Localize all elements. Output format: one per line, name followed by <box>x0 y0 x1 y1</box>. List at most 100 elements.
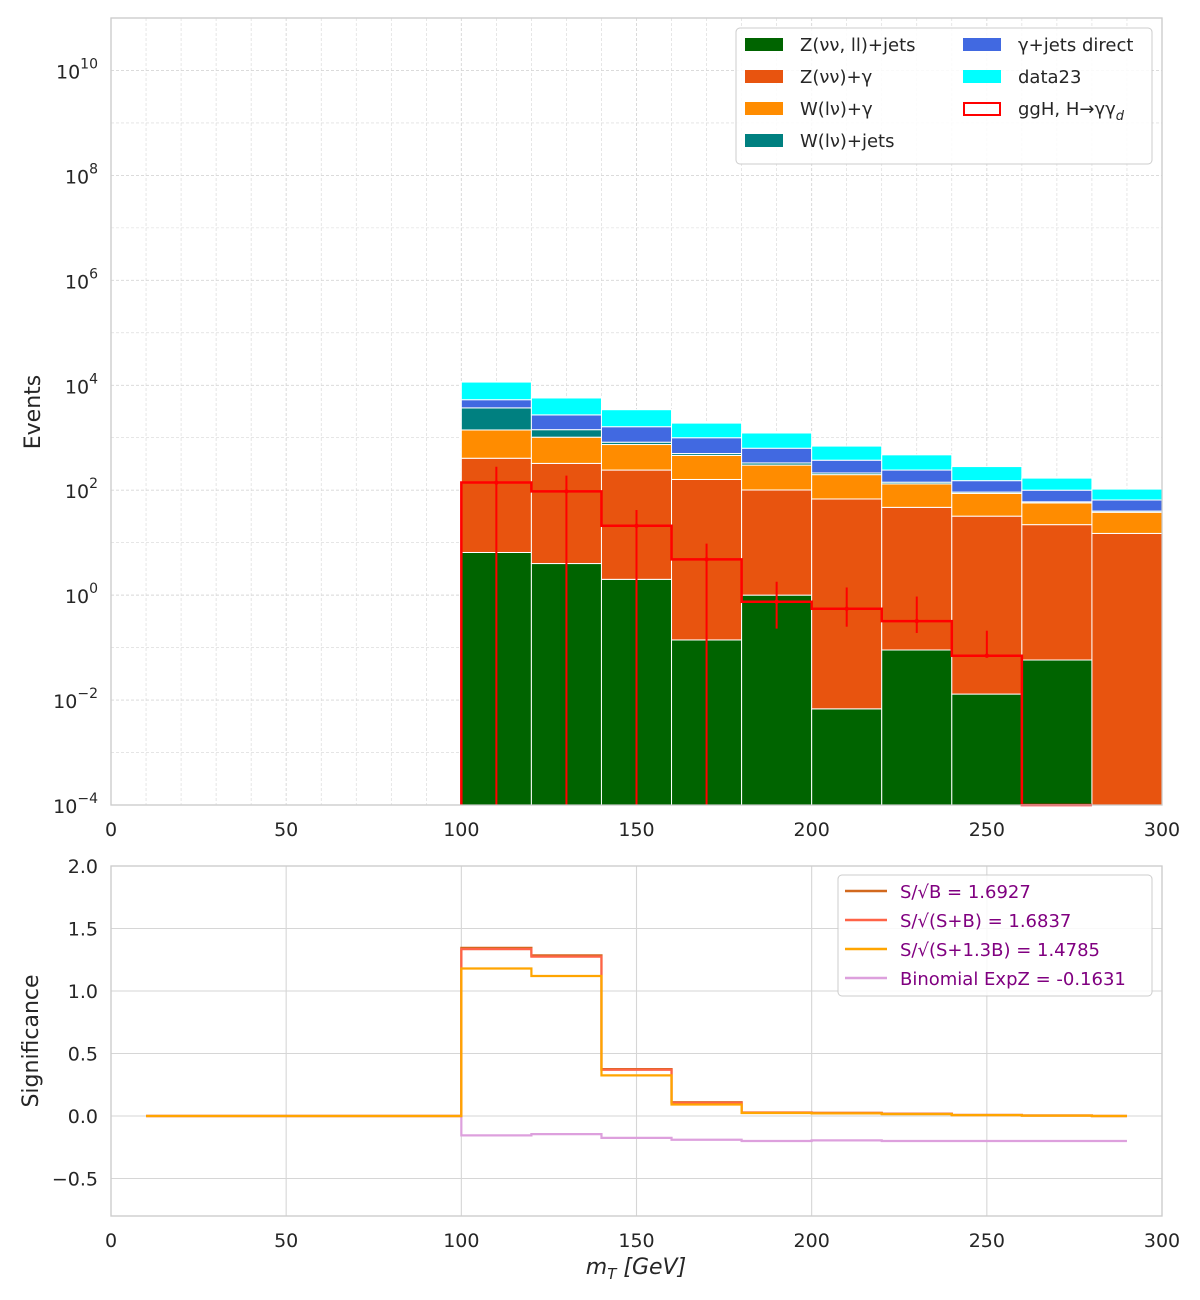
bar-0-bin-4 <box>741 594 813 806</box>
bottom-legend-label: S/√(S+1.3B) = 1.4785 <box>900 940 1100 961</box>
bar-2-bin-3 <box>671 454 743 480</box>
bottom-legend-label: Binomial ExpZ = -0.1631 <box>900 969 1126 990</box>
bottom-legend-label: S/√B = 1.6927 <box>900 882 1031 903</box>
bottom-panel: 0 50 100 150 200 250 300 −0.5 0.0 0.5 1.0 1.5 2.0 S… <box>19 856 1180 1283</box>
top-y-tick-label: 1010 <box>56 56 98 83</box>
bar-4-bin-1 <box>530 414 602 431</box>
top-y-tick-label: 108 <box>65 161 98 188</box>
bar-5-bin-5 <box>811 445 883 461</box>
top-legend-swatch <box>963 102 1001 116</box>
bar-1-bin-8 <box>1021 524 1093 661</box>
signal-point <box>774 599 779 604</box>
bottom-x-tick-label: 200 <box>794 1230 830 1252</box>
top-legend-label: W(lν)+jets <box>800 131 895 152</box>
bottom-y-tick-label: 1.5 <box>68 919 98 941</box>
top-legend-label: Z(νν, ll)+jets <box>800 35 916 56</box>
bottom-x-tick-label: 250 <box>969 1230 1005 1252</box>
top-y-tick-label: 104 <box>65 371 98 398</box>
signal-point <box>634 523 639 528</box>
top-y-ticks: 10−4 10−2 100 102 104 106 108 1010 <box>53 56 98 818</box>
top-legend-swatch <box>745 134 783 147</box>
top-x-ticks: 0 50 100 150 200 250 300 <box>105 819 1180 841</box>
top-y-tick-label: 106 <box>65 266 98 293</box>
bottom-y-axis-label: Significance <box>19 974 44 1107</box>
bottom-legend: S/√B = 1.6927 S/√(S+B) = 1.6837 S/√(S+1.3B… <box>837 874 1153 997</box>
top-legend-label: W(lν)+γ <box>800 99 873 120</box>
bottom-y-tick-label: 2.0 <box>68 856 98 878</box>
bar-4-bin-6 <box>881 469 953 483</box>
bar-5-bin-4 <box>741 432 813 449</box>
bar-0-bin-6 <box>881 649 953 806</box>
bar-2-bin-7 <box>951 492 1023 517</box>
bottom-x-tick-label: 0 <box>105 1230 117 1252</box>
bar-4-bin-3 <box>671 437 743 455</box>
bar-0-bin-8 <box>1021 659 1093 806</box>
bottom-legend-label: S/√(S+B) = 1.6837 <box>900 911 1071 932</box>
top-legend-swatch <box>745 102 783 115</box>
signal-point <box>564 489 569 494</box>
signal-step-line <box>460 481 1092 807</box>
bottom-legend-frame <box>837 874 1153 997</box>
signal-point <box>494 480 499 485</box>
bottom-y-ticks: −0.5 0.0 0.5 1.0 1.5 2.0 <box>52 856 98 1191</box>
top-signal-histogram <box>460 466 1092 807</box>
top-y-tick-label: 10−2 <box>53 686 98 713</box>
bottom-y-tick-label: 0.0 <box>68 1106 98 1128</box>
bar-1-bin-4 <box>741 489 813 596</box>
bottom-y-tick-label: −0.5 <box>52 1169 98 1191</box>
bottom-x-ticks: 0 50 100 150 200 250 300 <box>105 1230 1180 1252</box>
bottom-x-tick-label: 100 <box>443 1230 479 1252</box>
signal-point <box>704 557 709 562</box>
bar-5-bin-2 <box>600 409 673 428</box>
top-panel: 0 50 100 150 200 250 300 10−410−21001021041061… <box>21 17 1180 841</box>
top-legend-swatch <box>745 70 783 83</box>
bar-4-bin-4 <box>741 447 813 464</box>
bar-2-bin-6 <box>881 483 953 508</box>
top-legend-label: data23 <box>1018 67 1081 88</box>
bar-2-bin-8 <box>1021 502 1093 526</box>
bar-3-bin-0 <box>460 407 532 431</box>
bar-4-bin-2 <box>600 426 673 443</box>
top-x-tick-label: 250 <box>969 819 1005 841</box>
top-legend-swatch <box>963 70 1001 83</box>
bar-5-bin-0 <box>460 381 532 401</box>
top-plot-frame <box>110 17 1163 806</box>
top-x-tick-label: 200 <box>794 819 830 841</box>
top-x-tick-label: 0 <box>105 819 117 841</box>
top-legend-label: γ+jets direct <box>1018 35 1133 56</box>
bottom-significance-lines <box>146 946 1127 1143</box>
bar-4-bin-7 <box>951 480 1023 493</box>
bar-5-bin-6 <box>881 454 953 471</box>
signal-point <box>984 653 990 658</box>
bar-2-bin-9 <box>1091 511 1163 534</box>
top-y-tick-label: 10−4 <box>53 791 98 818</box>
top-x-tick-label: 150 <box>618 819 654 841</box>
top-y-tick-label: 102 <box>65 476 98 503</box>
top-y-axis-label: Events <box>21 375 46 450</box>
top-x-tick-label: 50 <box>274 819 298 841</box>
signal-point <box>844 606 849 611</box>
bar-0-bin-5 <box>811 708 883 806</box>
top-legend-swatch <box>745 38 783 51</box>
bottom-y-tick-label: 0.5 <box>68 1044 98 1066</box>
signal-point <box>914 618 919 624</box>
top-x-tick-label: 100 <box>443 819 479 841</box>
bar-2-bin-2 <box>600 444 673 471</box>
top-x-tick-label: 300 <box>1144 819 1180 841</box>
bar-5-bin-9 <box>1091 488 1163 501</box>
bar-1-bin-9 <box>1091 532 1163 806</box>
bar-2-bin-4 <box>741 464 813 491</box>
top-legend-swatch <box>963 38 1001 51</box>
bottom-x-tick-label: 300 <box>1144 1230 1180 1252</box>
bottom-x-tick-label: 50 <box>274 1230 298 1252</box>
bottom-x-axis-label: mT [GeV] <box>586 1255 686 1283</box>
bar-5-bin-3 <box>671 422 743 439</box>
top-y-tick-label: 100 <box>65 581 98 608</box>
bottom-x-tick-label: 150 <box>618 1230 654 1252</box>
bar-1-bin-7 <box>951 515 1023 695</box>
top-legend-label: ggH, H→γγd <box>1018 99 1125 124</box>
bar-0-bin-7 <box>951 693 1023 806</box>
bar-2-bin-1 <box>530 436 602 464</box>
bar-2-bin-0 <box>460 429 532 459</box>
